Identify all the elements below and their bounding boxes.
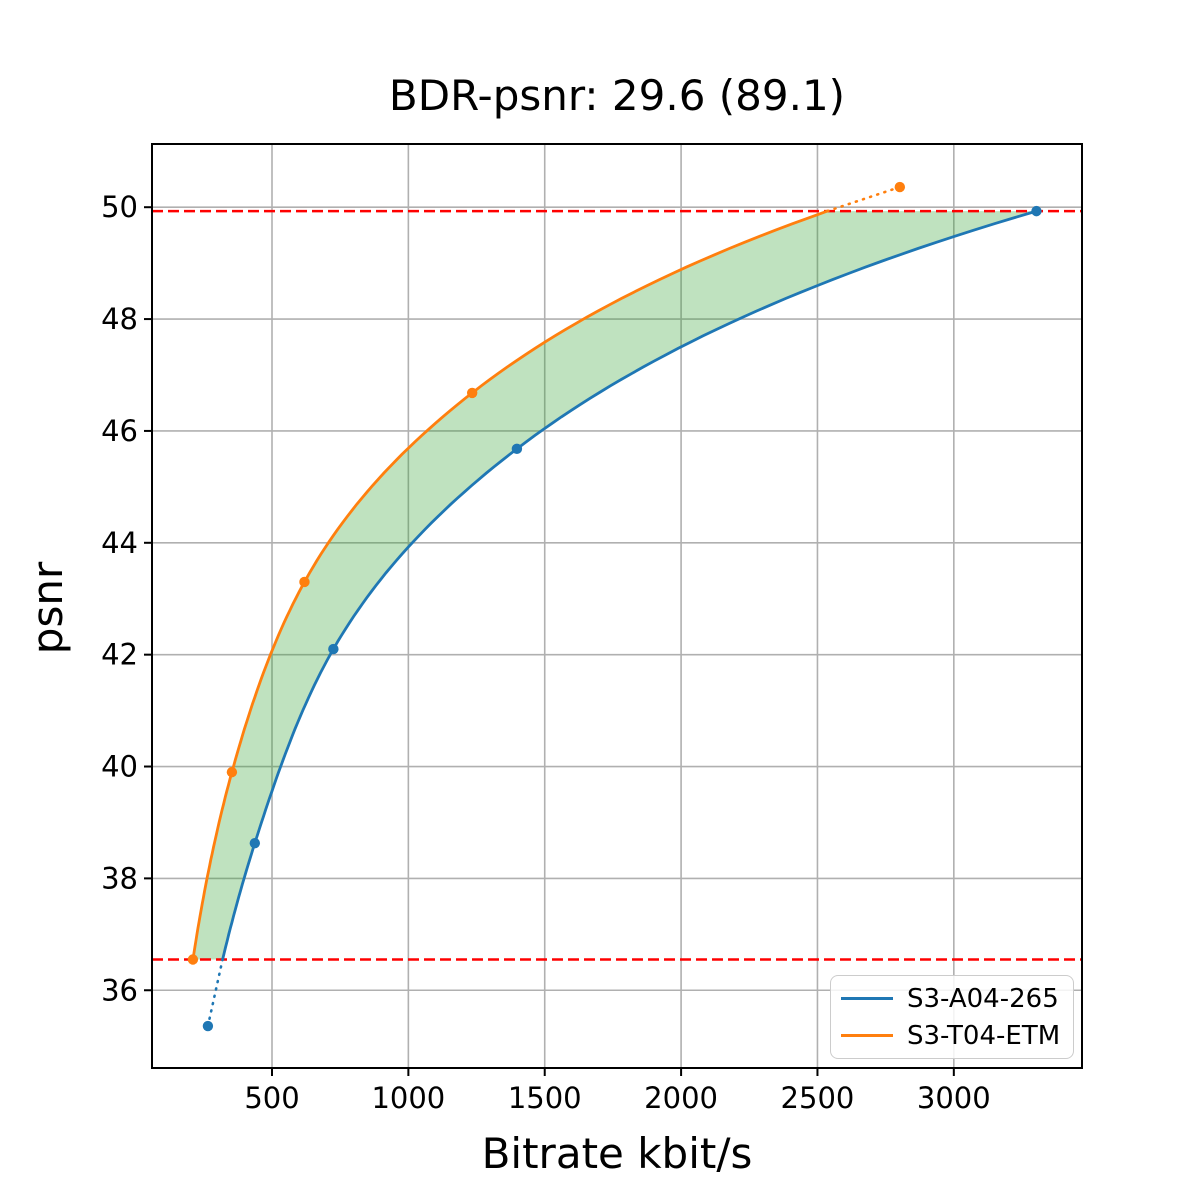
axis-ticks-and-labels: 500 1000 1500 2000 2500 3000 36 38 40 42 44 46 48 50 <box>101 190 991 1115</box>
svg-text:36: 36 <box>101 973 138 1007</box>
svg-text:2000: 2000 <box>644 1081 718 1115</box>
svg-text:50: 50 <box>101 190 138 224</box>
svg-text:38: 38 <box>101 861 138 895</box>
svg-text:1500: 1500 <box>508 1081 582 1115</box>
svg-text:48: 48 <box>101 302 138 336</box>
svg-text:500: 500 <box>244 1081 299 1115</box>
axes-frame <box>151 143 1083 1069</box>
legend: S3-A04-265 S3-T04-ETM <box>830 975 1074 1059</box>
legend-item-s3-a04-265: S3-A04-265 <box>841 984 1063 1014</box>
legend-label: S3-T04-ETM <box>907 1020 1061 1051</box>
legend-line-swatch-blue <box>841 997 893 1000</box>
overlap-fill-region <box>192 211 1037 960</box>
legend-item-s3-t04-etm: S3-T04-ETM <box>841 1021 1063 1051</box>
legend-label: S3-A04-265 <box>907 983 1059 1014</box>
svg-text:2500: 2500 <box>781 1081 855 1115</box>
chart-title: BDR-psnr: 29.6 (89.1) <box>388 71 846 120</box>
svg-text:44: 44 <box>101 526 138 560</box>
svg-text:1000: 1000 <box>371 1081 445 1115</box>
y-axis-label: psnr <box>23 561 72 655</box>
overlap-bound-lines <box>152 209 1082 961</box>
svg-text:40: 40 <box>101 750 138 784</box>
x-axis-label: Bitrate kbit/s <box>481 1129 753 1178</box>
svg-text:3000: 3000 <box>917 1081 991 1115</box>
gridlines <box>152 144 1082 1068</box>
legend-line-swatch-orange <box>841 1034 893 1037</box>
svg-text:42: 42 <box>101 638 138 672</box>
svg-text:46: 46 <box>101 414 138 448</box>
data-point-markers <box>187 181 1042 1032</box>
